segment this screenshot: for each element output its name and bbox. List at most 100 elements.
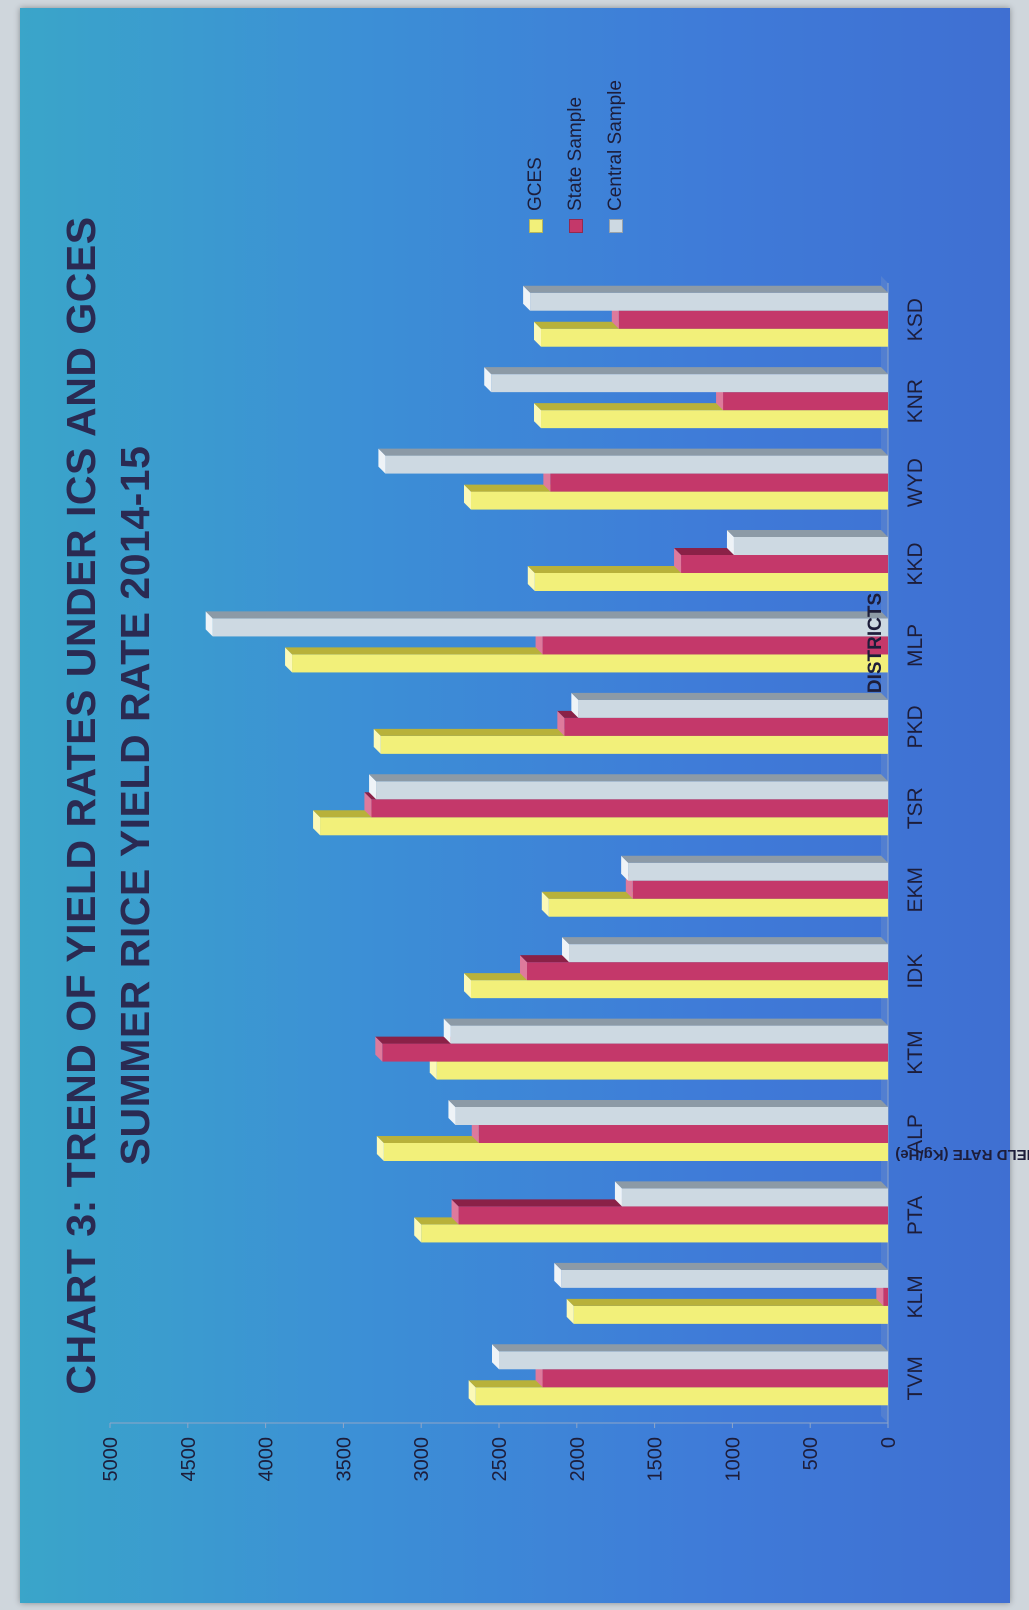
y-tick-label: 1500: [645, 1437, 667, 1482]
bar-top: [562, 937, 570, 963]
bar: [385, 455, 888, 474]
x-tick-label: PKD: [904, 705, 927, 748]
bar-top: [285, 647, 293, 673]
bar-top: [566, 1298, 574, 1324]
y-tick-label: 2500: [489, 1437, 511, 1482]
y-tick-label: 4000: [256, 1437, 278, 1482]
bar-side: [369, 774, 888, 782]
bar: [212, 618, 889, 637]
bar: [573, 1305, 888, 1324]
bar-top: [520, 955, 528, 981]
x-tick-label: TSR: [904, 787, 927, 829]
y-tick-label: 3500: [333, 1437, 355, 1482]
x-axis-label: DISTRICTS: [865, 592, 886, 694]
y-axis-label: YIELD RATE (Kg/He): [895, 1146, 1029, 1163]
legend-swatch-state-sample: [569, 219, 583, 233]
bar: [681, 555, 888, 573]
bar: [458, 1206, 888, 1225]
bar-plot: 0 500 1000 1500 2000 2500 3000 3500 4000 4500 5000…: [100, 276, 927, 1482]
x-tick-label: KKD: [904, 542, 927, 585]
bar-side: [566, 1298, 888, 1306]
bar: [621, 1188, 888, 1207]
bar: [542, 636, 888, 655]
bar-top: [557, 710, 565, 736]
bar: [527, 962, 888, 981]
x-tick-label: KSD: [904, 298, 927, 341]
floor: [881, 276, 888, 1423]
bar: [380, 735, 888, 754]
y-tick-label: 1000: [722, 1437, 744, 1482]
bar-top: [571, 692, 579, 718]
bar: [628, 862, 888, 881]
legend-label-central-sample: Central Sample: [605, 80, 626, 211]
x-tick-label: PTA: [904, 1196, 927, 1235]
bar-side: [484, 367, 888, 375]
x-tick-label: ALP: [904, 1114, 927, 1154]
legend-swatch-central-sample: [609, 219, 623, 233]
y-tick-label: 5000: [100, 1437, 122, 1482]
bar-top: [484, 367, 492, 393]
bar-top: [492, 1344, 499, 1370]
bar-side: [562, 937, 888, 945]
y-tick-label: 500: [800, 1437, 822, 1470]
bar: [475, 1387, 888, 1406]
legend-label-gces: GCES: [525, 157, 546, 211]
rotated-chart: CHART 3: TREND OF YIELD RATES UNDER ICS …: [20, 8, 1029, 1603]
bar: [564, 717, 888, 736]
bar-side: [443, 1018, 888, 1026]
bar: [548, 898, 888, 917]
x-tick-label: KNR: [904, 379, 927, 423]
bar-top: [451, 1199, 459, 1225]
legend-item-gces: GCES: [516, 80, 556, 233]
bar: [491, 374, 888, 393]
bar-top: [448, 1100, 456, 1125]
bar: [723, 392, 889, 411]
bar: [499, 1351, 888, 1370]
bar-top: [373, 728, 381, 754]
legend-swatch-gces: [529, 219, 543, 233]
bar: [376, 781, 888, 800]
bar-top: [621, 855, 629, 881]
bar-top: [463, 973, 471, 999]
bar-top: [376, 1136, 384, 1161]
bar: [534, 573, 889, 591]
x-tick-label: WYD: [904, 458, 927, 507]
bar-top: [614, 1181, 622, 1207]
bar-top: [313, 810, 321, 836]
bar: [541, 328, 889, 347]
bar-top: [463, 484, 471, 510]
y-tick-label: 0: [878, 1437, 900, 1448]
bar-top: [364, 792, 372, 818]
bar: [618, 310, 888, 329]
bar-side: [448, 1100, 888, 1107]
bar: [382, 1043, 888, 1062]
x-tick-label: TVM: [904, 1356, 927, 1400]
bar: [542, 1369, 888, 1388]
x-tick-label: IDK: [904, 954, 927, 989]
y-tick-label: 4500: [178, 1437, 200, 1482]
bar: [292, 654, 888, 673]
x-tick-label: EKM: [904, 867, 927, 913]
bar-top: [523, 285, 531, 311]
y-tick-label: 2000: [567, 1437, 589, 1482]
bar: [320, 817, 888, 836]
bar: [561, 1269, 888, 1288]
bar-top: [527, 566, 535, 591]
bar-top: [468, 1380, 476, 1406]
bar-side: [523, 285, 888, 293]
bar-top: [674, 548, 682, 573]
bar: [421, 1224, 888, 1243]
bar: [883, 1287, 888, 1306]
bar-side: [554, 1262, 888, 1270]
bar: [478, 1125, 888, 1143]
bar: [450, 1025, 888, 1044]
x-tick-label: MLP: [904, 624, 927, 667]
bar-side: [726, 530, 888, 537]
bar: [371, 799, 888, 818]
bar-top: [554, 1262, 562, 1288]
bar-top: [541, 891, 549, 917]
x-tick-label: KTM: [904, 1030, 927, 1074]
legend-label-state-sample: State Sample: [565, 96, 586, 211]
bar-top: [443, 1018, 451, 1044]
legend-item-state-sample: State Sample: [556, 80, 596, 233]
